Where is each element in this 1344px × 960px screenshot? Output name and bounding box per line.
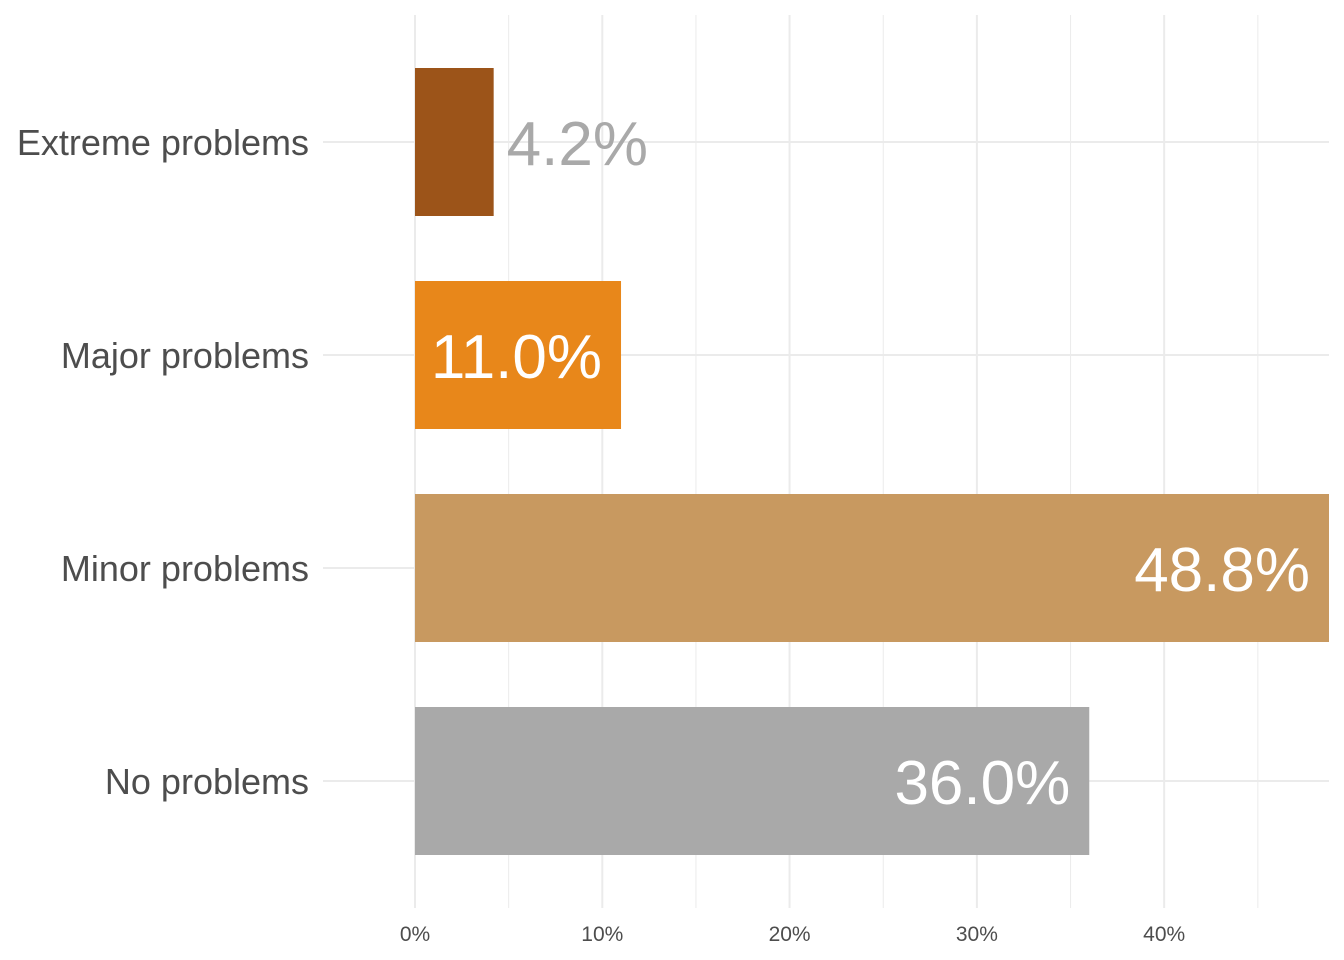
- x-tick-label: 40%: [1143, 923, 1185, 946]
- x-axis-tick-labels: 0% 10% 20% 30% 40%: [400, 923, 1185, 946]
- bars: [415, 68, 1329, 855]
- category-label: No problems: [105, 761, 309, 802]
- x-tick-label: 0%: [400, 923, 430, 946]
- category-label: Extreme problems: [17, 122, 309, 163]
- data-label: 4.2%: [507, 110, 648, 179]
- data-label: 48.8%: [1134, 536, 1310, 605]
- bar: [415, 68, 494, 216]
- category-labels: Extreme problems Major problems Minor prob…: [17, 122, 309, 802]
- data-label: 36.0%: [894, 749, 1070, 818]
- data-labels: 4.2% 11.0% 48.8% 36.0%: [431, 110, 1310, 818]
- x-tick-label: 30%: [956, 923, 998, 946]
- data-label: 11.0%: [431, 323, 602, 392]
- bar: [415, 494, 1329, 642]
- x-tick-label: 10%: [581, 923, 623, 946]
- category-label: Major problems: [61, 335, 309, 376]
- bar: [415, 707, 1090, 855]
- x-tick-label: 20%: [769, 923, 811, 946]
- bar: [415, 281, 622, 429]
- category-label: Minor problems: [61, 548, 309, 589]
